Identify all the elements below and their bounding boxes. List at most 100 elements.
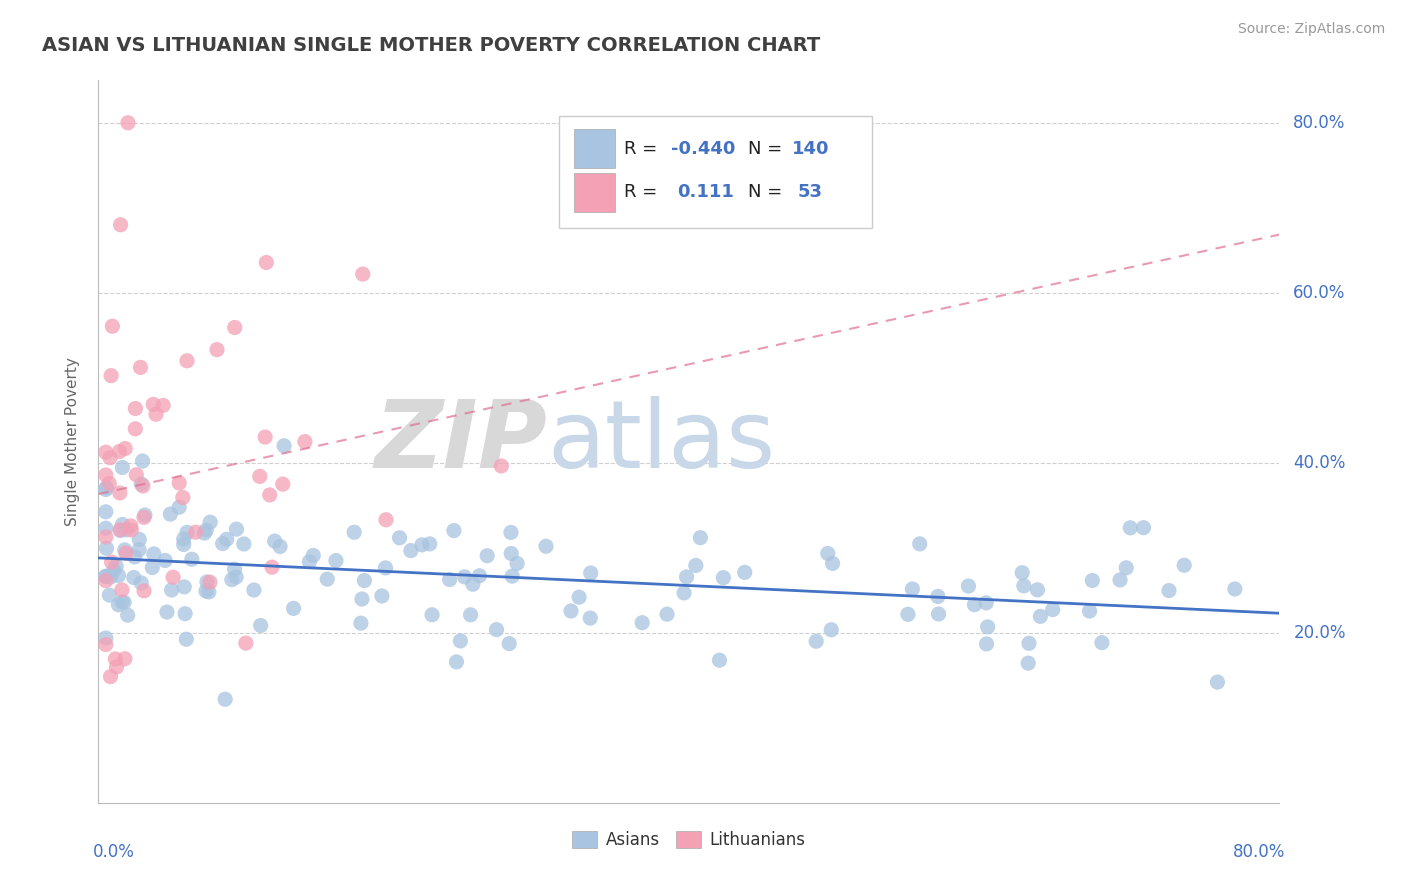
Point xyxy=(112,595,135,609)
Point xyxy=(734,566,756,580)
Point xyxy=(107,598,129,612)
Text: N =: N = xyxy=(748,183,787,202)
Text: R =: R = xyxy=(624,183,664,202)
Point xyxy=(129,360,152,375)
Point xyxy=(173,532,195,546)
Point xyxy=(974,596,997,610)
Point xyxy=(94,638,117,652)
Point xyxy=(1206,675,1229,690)
Point xyxy=(100,368,122,383)
Point xyxy=(269,540,291,554)
Point xyxy=(115,523,138,537)
Point xyxy=(976,620,998,634)
Point xyxy=(1115,561,1137,575)
Point xyxy=(263,534,285,549)
Point xyxy=(145,407,167,421)
Point xyxy=(108,444,131,458)
Point xyxy=(114,542,136,557)
Point xyxy=(101,319,124,334)
Point xyxy=(224,562,246,576)
Point xyxy=(94,445,117,459)
Text: 140: 140 xyxy=(792,140,830,158)
Point xyxy=(94,530,117,544)
Point xyxy=(419,537,441,551)
Point xyxy=(1017,656,1039,670)
Point xyxy=(214,692,236,706)
Point xyxy=(901,582,924,596)
Text: atlas: atlas xyxy=(547,395,776,488)
Text: 60.0%: 60.0% xyxy=(1294,284,1346,301)
Point xyxy=(142,397,165,411)
Point xyxy=(108,523,131,537)
Text: -0.440: -0.440 xyxy=(671,140,735,158)
Text: ASIAN VS LITHUANIAN SINGLE MOTHER POVERTY CORRELATION CHART: ASIAN VS LITHUANIAN SINGLE MOTHER POVERT… xyxy=(42,36,821,54)
Point xyxy=(232,537,254,551)
Point xyxy=(453,570,475,584)
Point xyxy=(804,634,827,648)
Point xyxy=(399,543,422,558)
FancyBboxPatch shape xyxy=(560,117,872,228)
Point xyxy=(243,582,266,597)
Point xyxy=(249,469,271,483)
Point xyxy=(817,546,839,560)
Point xyxy=(1081,574,1104,588)
Point xyxy=(709,653,731,667)
Point xyxy=(491,458,513,473)
Point xyxy=(443,524,465,538)
Point xyxy=(156,605,179,619)
Point xyxy=(343,525,366,540)
Point xyxy=(897,607,920,622)
Point xyxy=(167,500,190,515)
Point xyxy=(94,483,117,497)
Point xyxy=(198,575,221,590)
Point xyxy=(375,513,398,527)
FancyBboxPatch shape xyxy=(575,173,614,211)
Point xyxy=(271,477,294,491)
Y-axis label: Single Mother Poverty: Single Mother Poverty xyxy=(65,357,80,526)
Point xyxy=(534,539,557,553)
Point xyxy=(298,555,321,569)
Point xyxy=(420,607,443,622)
Point xyxy=(124,422,146,436)
Point xyxy=(111,460,134,475)
Point xyxy=(167,475,190,490)
Point xyxy=(132,479,155,493)
Point xyxy=(1018,636,1040,650)
Point xyxy=(689,531,711,545)
Point xyxy=(195,574,218,589)
Point xyxy=(908,537,931,551)
Point xyxy=(125,467,148,482)
Point xyxy=(461,577,484,591)
Point xyxy=(120,519,142,533)
FancyBboxPatch shape xyxy=(575,129,614,169)
Point xyxy=(96,541,118,556)
Point xyxy=(94,569,117,583)
Point xyxy=(477,549,499,563)
Text: 20.0%: 20.0% xyxy=(1294,624,1346,642)
Point xyxy=(110,218,132,232)
Point xyxy=(302,549,325,563)
Point xyxy=(225,570,247,584)
Point xyxy=(198,585,221,599)
Point xyxy=(498,637,520,651)
Point xyxy=(1029,609,1052,624)
Point xyxy=(374,561,396,575)
Text: 0.0%: 0.0% xyxy=(93,843,135,861)
Point xyxy=(111,517,134,532)
Point xyxy=(506,557,529,571)
Point xyxy=(98,588,121,602)
Point xyxy=(579,611,602,625)
Point xyxy=(675,570,697,584)
Point xyxy=(1011,566,1033,580)
Point xyxy=(221,573,243,587)
Text: 0.111: 0.111 xyxy=(678,183,734,202)
Point xyxy=(122,570,145,584)
Point xyxy=(114,651,136,665)
Point xyxy=(579,566,602,580)
Point xyxy=(198,515,221,529)
Point xyxy=(254,255,277,269)
Point xyxy=(294,434,316,449)
Point xyxy=(111,595,134,609)
Point xyxy=(141,560,163,574)
Text: Source: ZipAtlas.com: Source: ZipAtlas.com xyxy=(1237,22,1385,37)
